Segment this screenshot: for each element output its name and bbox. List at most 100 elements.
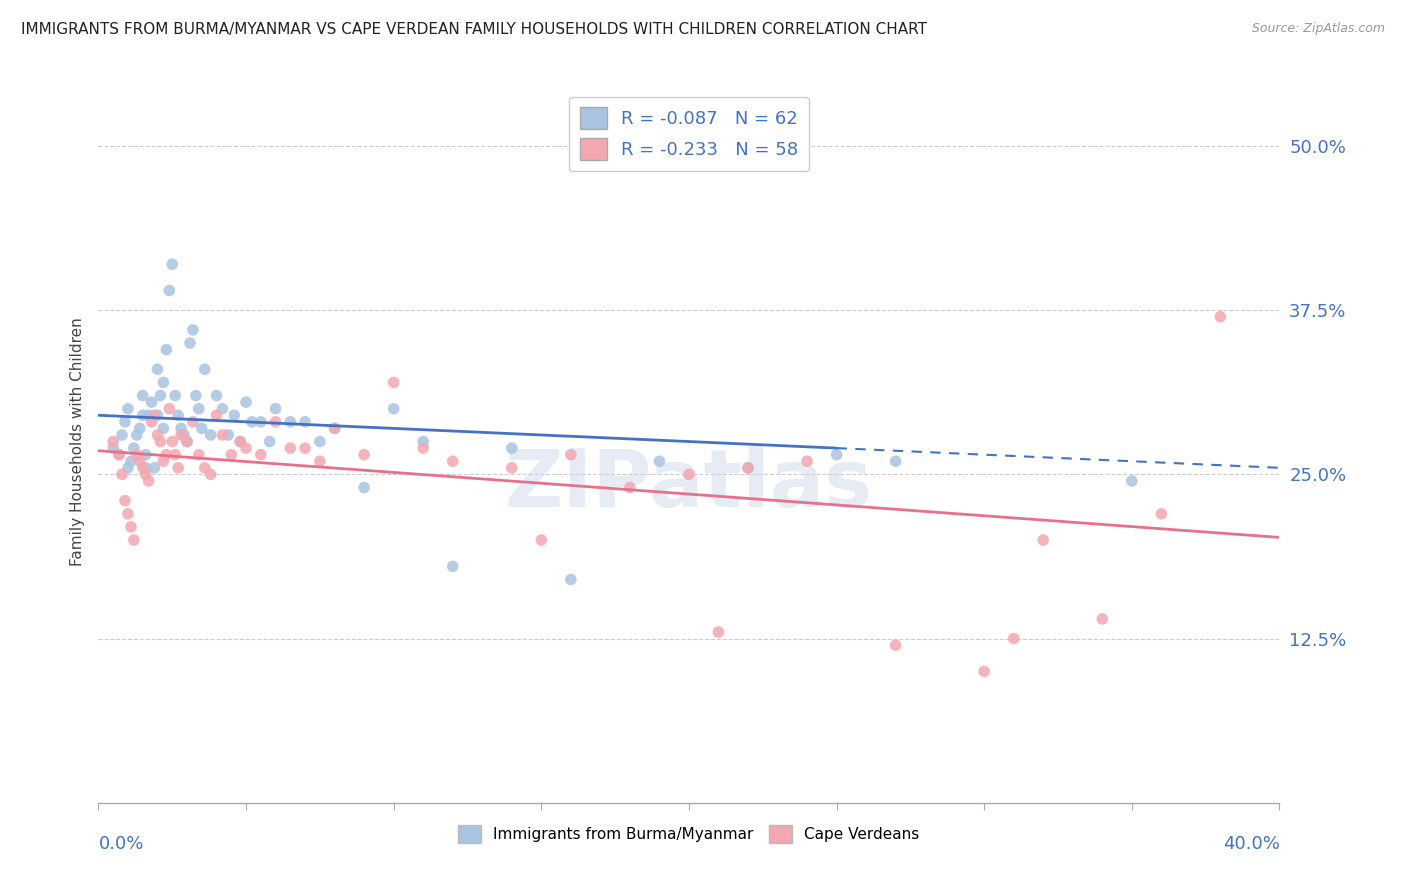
Point xyxy=(152,454,174,468)
Point xyxy=(250,415,273,429)
Point xyxy=(155,343,177,357)
Point xyxy=(181,323,204,337)
Point xyxy=(441,454,464,468)
Point xyxy=(737,460,759,475)
Point xyxy=(146,409,169,423)
Point xyxy=(146,428,169,442)
Text: Source: ZipAtlas.com: Source: ZipAtlas.com xyxy=(1251,22,1385,36)
Point xyxy=(191,421,214,435)
Point xyxy=(120,454,142,468)
Point xyxy=(155,448,177,462)
Point xyxy=(146,362,169,376)
Point xyxy=(181,415,204,429)
Text: 0.0%: 0.0% xyxy=(98,835,143,854)
Point xyxy=(221,448,243,462)
Point xyxy=(501,460,523,475)
Text: ZIPatlas: ZIPatlas xyxy=(505,446,873,524)
Point xyxy=(184,388,207,402)
Point xyxy=(167,409,190,423)
Text: IMMIGRANTS FROM BURMA/MYANMAR VS CAPE VERDEAN FAMILY HOUSEHOLDS WITH CHILDREN CO: IMMIGRANTS FROM BURMA/MYANMAR VS CAPE VE… xyxy=(21,22,927,37)
Point xyxy=(135,448,157,462)
Point xyxy=(648,454,671,468)
Point xyxy=(240,415,263,429)
Point xyxy=(120,520,142,534)
Point xyxy=(157,401,180,416)
Point xyxy=(250,448,273,462)
Point xyxy=(280,441,302,455)
Point xyxy=(382,376,405,390)
Point xyxy=(149,388,172,402)
Point xyxy=(205,409,228,423)
Point xyxy=(187,448,209,462)
Point xyxy=(165,448,187,462)
Point xyxy=(114,493,136,508)
Point xyxy=(619,481,641,495)
Point xyxy=(560,448,582,462)
Point xyxy=(152,376,174,390)
Point xyxy=(1091,612,1114,626)
Point xyxy=(294,415,316,429)
Point xyxy=(309,454,332,468)
Point xyxy=(143,409,166,423)
Point xyxy=(501,441,523,455)
Point xyxy=(280,415,302,429)
Point xyxy=(323,421,346,435)
Point xyxy=(229,434,252,449)
Point xyxy=(235,395,257,409)
Point xyxy=(187,401,209,416)
Point xyxy=(114,415,136,429)
Point xyxy=(122,533,145,547)
Point xyxy=(235,441,257,455)
Point xyxy=(167,460,190,475)
Point xyxy=(141,415,163,429)
Point xyxy=(138,474,160,488)
Point xyxy=(412,441,434,455)
Point xyxy=(229,434,252,449)
Point xyxy=(111,467,134,482)
Point xyxy=(152,421,174,435)
Point xyxy=(264,415,287,429)
Point xyxy=(125,448,148,462)
Point xyxy=(170,428,193,442)
Point xyxy=(560,573,582,587)
Point xyxy=(138,409,160,423)
Point xyxy=(200,428,222,442)
Point xyxy=(157,284,180,298)
Point xyxy=(973,665,995,679)
Point xyxy=(122,441,145,455)
Point xyxy=(224,409,246,423)
Point xyxy=(143,460,166,475)
Point xyxy=(128,454,150,468)
Point xyxy=(884,638,907,652)
Point xyxy=(1150,507,1173,521)
Point xyxy=(825,448,848,462)
Point xyxy=(205,388,228,402)
Point xyxy=(707,625,730,640)
Point xyxy=(353,448,375,462)
Point xyxy=(132,409,155,423)
Point xyxy=(200,467,222,482)
Point xyxy=(108,448,131,462)
Point xyxy=(132,388,155,402)
Y-axis label: Family Households with Children: Family Households with Children xyxy=(69,318,84,566)
Point xyxy=(211,428,233,442)
Point xyxy=(132,460,155,475)
Point xyxy=(1209,310,1232,324)
Point xyxy=(412,434,434,449)
Point xyxy=(176,434,198,449)
Point xyxy=(217,428,239,442)
Point xyxy=(117,401,139,416)
Point xyxy=(173,428,195,442)
Point xyxy=(884,454,907,468)
Point xyxy=(111,428,134,442)
Point xyxy=(1002,632,1025,646)
Point xyxy=(353,481,375,495)
Point xyxy=(128,421,150,435)
Point xyxy=(103,434,125,449)
Point xyxy=(176,434,198,449)
Point xyxy=(162,257,183,271)
Point xyxy=(309,434,332,449)
Point xyxy=(165,388,187,402)
Point xyxy=(135,460,157,475)
Point xyxy=(149,434,172,449)
